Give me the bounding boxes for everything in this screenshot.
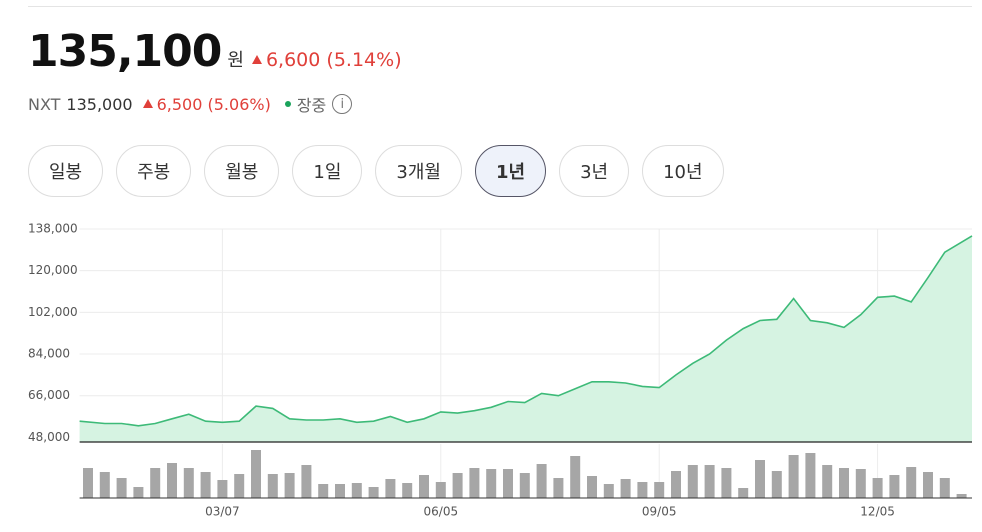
y-tick-label: 120,000	[28, 263, 78, 277]
volume-bar	[704, 465, 715, 498]
y-tick-label: 66,000	[28, 388, 70, 402]
volume-bar	[318, 484, 329, 498]
y-tick-label: 48,000	[28, 430, 70, 444]
unit: 원	[227, 50, 244, 71]
volume-bar	[822, 465, 833, 498]
change-pct: (5.14%)	[326, 49, 402, 71]
nxt-change-value: 6,500	[156, 94, 203, 114]
period-tab[interactable]: 1년	[474, 145, 547, 197]
volume-bar	[923, 472, 933, 498]
volume-bar	[150, 468, 161, 498]
x-tick-label: 12/05	[860, 505, 895, 519]
price-area	[79, 235, 973, 442]
info-icon[interactable]: i	[332, 94, 353, 114]
volume-bar	[251, 450, 261, 498]
period-tab[interactable]: 주봉	[116, 145, 192, 197]
volume-bar	[721, 468, 732, 498]
volume-bar	[183, 468, 194, 498]
volume-bar	[217, 480, 228, 498]
divider	[28, 6, 972, 7]
x-tick-label: 03/07	[205, 505, 240, 519]
period-tab[interactable]: 일봉	[28, 145, 104, 197]
nxt-price: 135,000	[66, 94, 133, 114]
y-tick-label: 84,000	[28, 347, 70, 361]
period-tabs: 일봉 주봉 월봉 1일 3개월 1년 3년 10년	[28, 145, 724, 197]
volume-bar	[419, 475, 429, 498]
status-dot	[284, 101, 291, 107]
period-tab[interactable]: 월봉	[204, 145, 280, 197]
volume-bar	[738, 488, 749, 498]
volume-bar	[99, 472, 110, 498]
period-tab[interactable]: 3년	[559, 145, 630, 197]
volume-bar	[452, 473, 463, 498]
volume-bar	[956, 494, 967, 498]
volume-bar	[385, 479, 396, 498]
volume-bar	[335, 484, 345, 498]
volume-bar	[906, 467, 917, 498]
volume-bar	[570, 456, 581, 498]
volume-bar	[133, 487, 144, 498]
nxt-change: 6,500 (5.06%)	[142, 94, 271, 114]
volume-bar	[167, 463, 177, 498]
nxt-label: NXT	[28, 94, 61, 114]
volume-bar	[503, 469, 513, 498]
period-tab[interactable]: 1일	[292, 145, 363, 197]
volume-bar	[771, 471, 782, 498]
volume-bar	[889, 475, 900, 498]
volume-bar	[116, 478, 127, 498]
volume-bar	[83, 468, 93, 498]
period-tab[interactable]: 10년	[642, 145, 724, 197]
volume-bar	[200, 472, 211, 498]
volume-bar	[284, 473, 295, 498]
volume-bar	[654, 482, 665, 498]
status: 장중	[296, 96, 327, 115]
nxt-row: NXT 135,000 6,500 (5.06%) 장중 i	[28, 92, 353, 116]
change-value: 6,600	[265, 49, 321, 71]
volume-bar	[486, 469, 497, 498]
volume-bar	[536, 464, 547, 498]
volume-bar	[301, 465, 312, 498]
change: 6,600 (5.14%)	[251, 49, 402, 71]
volume-bar	[587, 476, 597, 498]
x-tick-label: 09/05	[642, 505, 677, 519]
volume-bar	[805, 453, 816, 498]
price-row: 135,100 원 6,600 (5.14%)	[28, 26, 402, 77]
volume-bar	[435, 482, 446, 498]
period-tab[interactable]: 3개월	[375, 145, 462, 197]
volume-bar	[620, 479, 631, 498]
volume-bar	[671, 471, 681, 498]
volume-bar	[939, 478, 950, 498]
volume-bar	[519, 473, 530, 498]
volume-bar	[402, 483, 413, 498]
x-tick-label: 06/05	[424, 505, 459, 519]
volume-bar	[637, 482, 648, 498]
y-tick-label: 138,000	[28, 222, 78, 236]
volume-bar	[687, 465, 698, 498]
y-tick-label: 102,000	[28, 305, 78, 319]
volume-bar	[469, 468, 480, 498]
volume-bar	[872, 478, 883, 498]
volume-bar	[788, 455, 799, 498]
volume-bar	[603, 484, 614, 498]
volume-bar	[234, 474, 245, 498]
volume-bar	[351, 483, 362, 498]
volume-bar	[368, 487, 379, 498]
volume-bar	[267, 474, 278, 498]
volume-bar	[755, 460, 765, 498]
volume-bar	[855, 469, 866, 498]
volume-bar	[839, 468, 849, 498]
volume-bar	[553, 478, 564, 498]
price-line	[79, 235, 973, 427]
price: 135,100	[28, 26, 222, 77]
nxt-change-pct: (5.06%)	[207, 94, 271, 114]
